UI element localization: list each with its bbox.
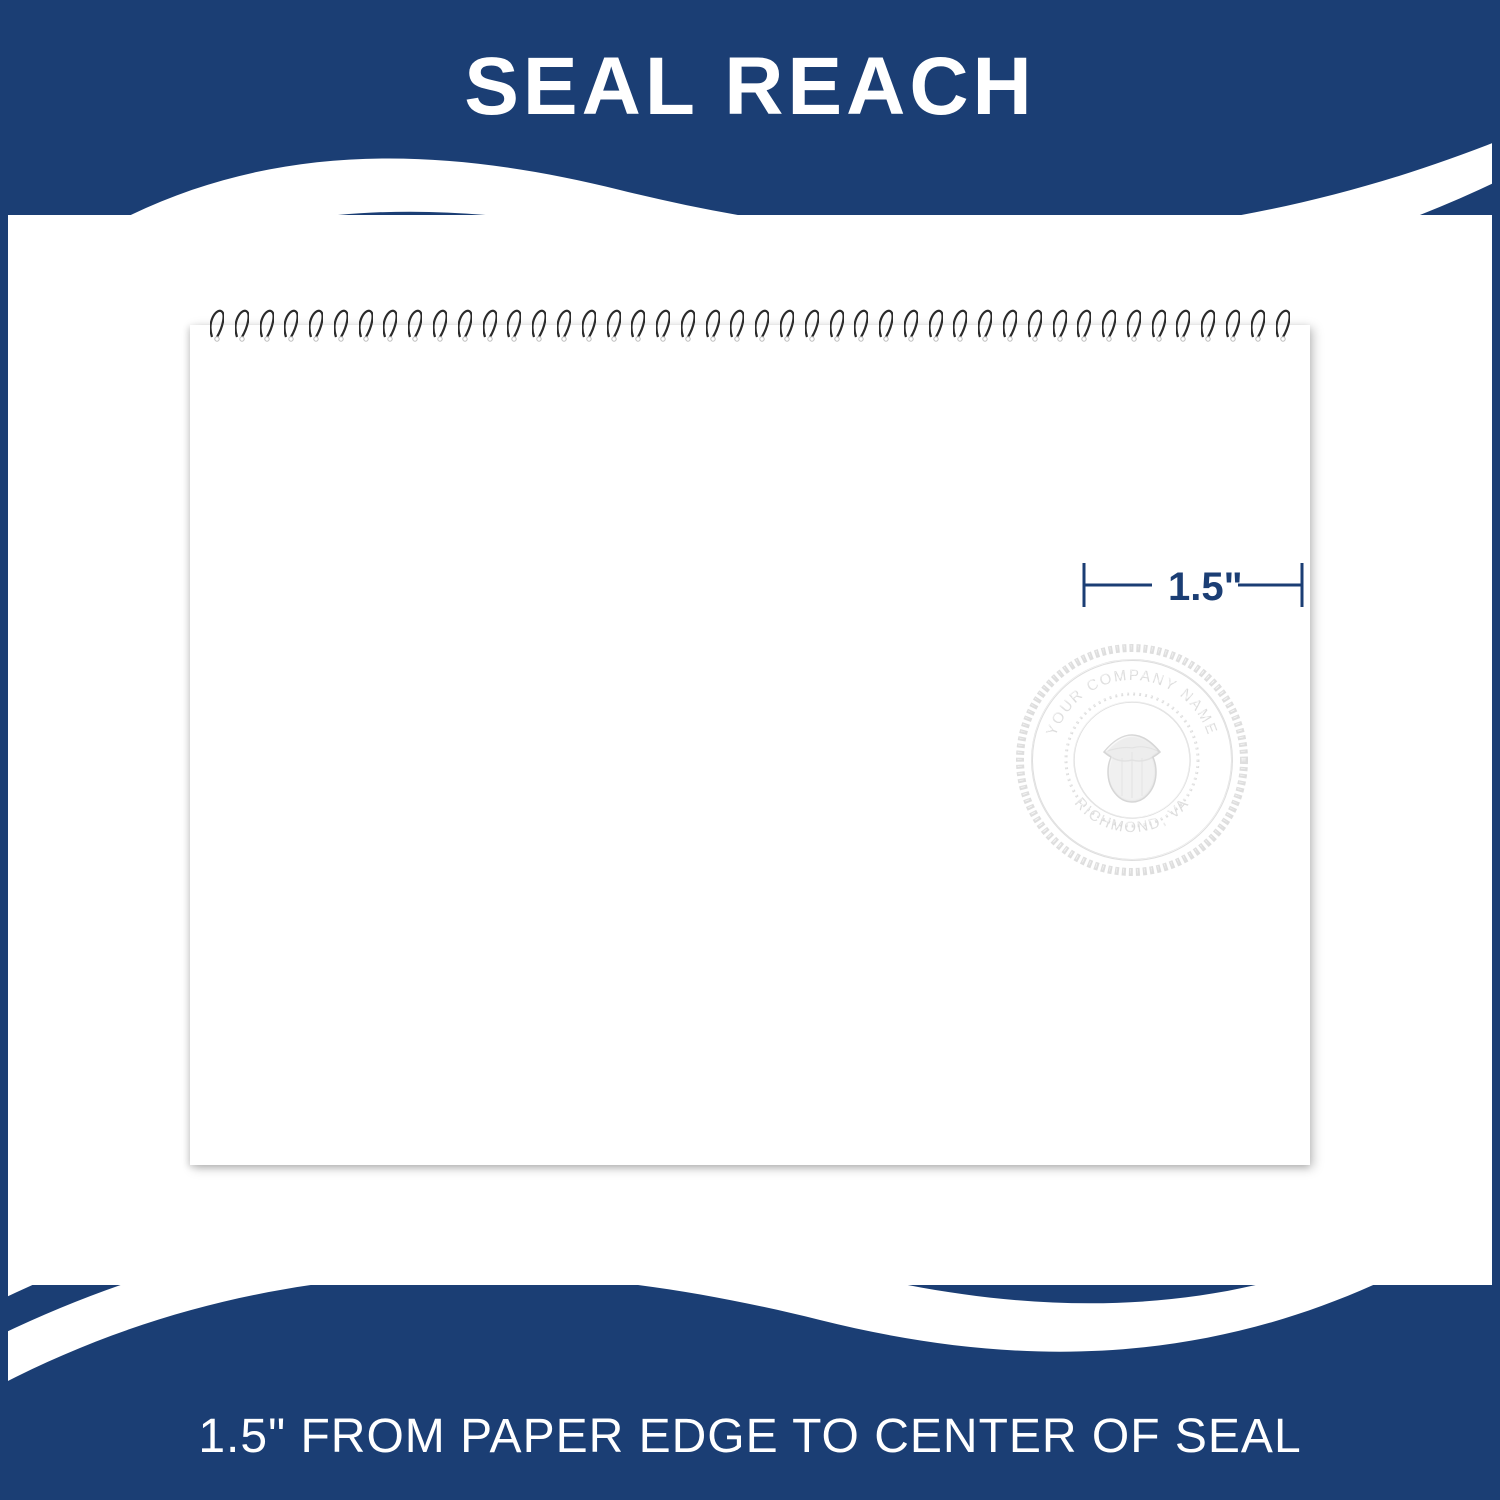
spiral-ring (408, 307, 422, 343)
spiral-ring (458, 307, 472, 343)
spiral-ring (433, 307, 447, 343)
spiral-binding (210, 307, 1290, 343)
spiral-ring (1176, 307, 1190, 343)
spiral-ring (1152, 307, 1166, 343)
spiral-ring (309, 307, 323, 343)
spiral-ring (805, 307, 819, 343)
spiral-ring (359, 307, 373, 343)
spiral-ring (334, 307, 348, 343)
spiral-ring (507, 307, 521, 343)
spiral-ring (755, 307, 769, 343)
spiral-ring (235, 307, 249, 343)
footer-caption: 1.5" FROM PAPER EDGE TO CENTER OF SEAL (0, 1409, 1500, 1464)
spiral-ring (929, 307, 943, 343)
spiral-ring (854, 307, 868, 343)
spiral-ring (730, 307, 744, 343)
spiral-ring (1201, 307, 1215, 343)
page-title: SEAL REACH (0, 40, 1500, 134)
spiral-ring (830, 307, 844, 343)
spiral-ring (978, 307, 992, 343)
spiral-ring (557, 307, 571, 343)
spiral-ring (260, 307, 274, 343)
spiral-ring (210, 307, 224, 343)
spiral-ring (904, 307, 918, 343)
spiral-ring (607, 307, 621, 343)
spiral-ring (383, 307, 397, 343)
spiral-ring (1003, 307, 1017, 343)
spiral-ring (1053, 307, 1067, 343)
spiral-ring (656, 307, 670, 343)
bottom-swoosh (0, 1285, 1500, 1500)
measurement-label: 1.5" (1168, 565, 1243, 610)
spiral-ring (1077, 307, 1091, 343)
spiral-ring (706, 307, 720, 343)
spiral-ring (1127, 307, 1141, 343)
spiral-ring (483, 307, 497, 343)
spiral-ring (1251, 307, 1265, 343)
spiral-ring (582, 307, 596, 343)
spiral-ring (780, 307, 794, 343)
spiral-ring (953, 307, 967, 343)
spiral-ring (1276, 307, 1290, 343)
spiral-ring (284, 307, 298, 343)
spiral-ring (631, 307, 645, 343)
spiral-ring (681, 307, 695, 343)
spiral-ring (1102, 307, 1116, 343)
footer-band (0, 1285, 1500, 1500)
spiral-ring (879, 307, 893, 343)
embossed-seal: YOUR COMPANY NAME RICHMOND, VA (1012, 640, 1252, 880)
spiral-ring (1028, 307, 1042, 343)
spiral-ring (1226, 307, 1240, 343)
measurement-bracket: 1.5" (1078, 555, 1308, 615)
spiral-ring (532, 307, 546, 343)
